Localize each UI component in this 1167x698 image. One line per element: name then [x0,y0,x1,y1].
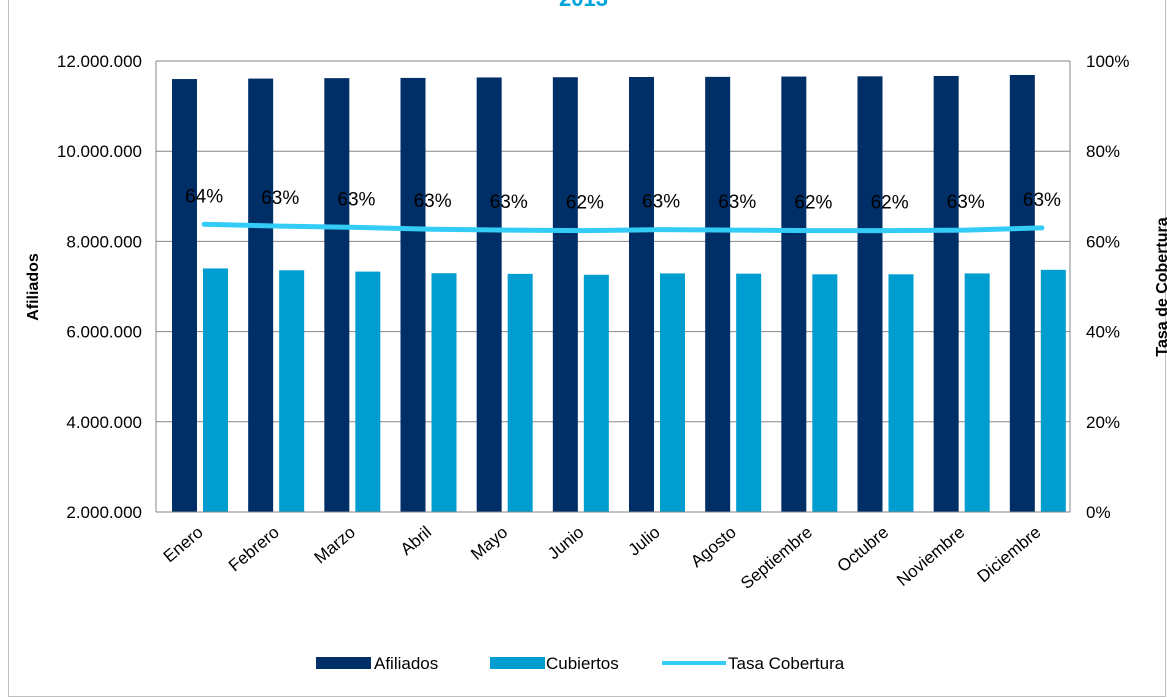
y-axis-title: Afiliados [25,253,42,321]
bar-afiliados [705,76,731,513]
legend-swatch-afiliados [316,657,371,669]
x-tick-label: Octubre [834,523,893,576]
bar-cubiertos [1040,269,1066,512]
gridlines [156,60,1070,423]
y2-axis-title: Tasa de Cobertura [1154,217,1167,356]
y2-tick-label: 40% [1086,323,1120,342]
legend-label-cubiertos: Cubiertos [546,654,619,673]
line-group [201,221,1045,234]
bar-afiliados [552,77,578,513]
legend: Afiliados Cubiertos Tasa Cobertura [316,654,845,673]
bar-cubiertos [964,273,990,512]
data-label: 63% [1023,190,1061,211]
data-label: 62% [871,193,909,214]
bar-afiliados [324,78,350,512]
bar-cubiertos [279,270,305,512]
y2-tick-label: 60% [1086,232,1120,251]
x-tick-label: Septiembre [737,523,816,593]
bar-afiliados [172,79,197,512]
bar-cubiertos [888,274,914,512]
legend-label-afiliados: Afiliados [374,654,438,673]
bar-cubiertos [203,268,228,512]
bar-cubiertos [431,273,457,512]
data-label: 63% [490,192,528,213]
x-tick-label: Agosto [687,523,740,572]
labels-group: 64% 63% 63% 63% 63% 62% 63% 63% 62% 62% 63% 63% [185,186,1061,213]
data-label: 62% [794,193,832,214]
bar-afiliados [857,76,883,513]
y-tick-label: 4.000.000 [66,413,142,432]
x-tick-label: Mayo [467,523,511,564]
x-tick-label: Junio [544,523,587,564]
data-label: 63% [947,192,985,213]
bar-afiliados [933,75,959,512]
y-tick-label: 2.000.000 [66,503,142,522]
y2-tick-label: 100% [1086,52,1129,71]
x-tick-label: Abril [397,523,435,559]
y-tick-label: 8.000.000 [66,232,142,251]
x-tick-label: Enero [160,523,207,567]
data-label: 64% [185,186,223,207]
data-label: 63% [718,192,756,213]
bar-cubiertos [660,273,685,512]
y-tick-label: 6.000.000 [66,323,142,342]
legend-label-tasa-cobertura: Tasa Cobertura [728,654,845,673]
bar-afiliados [400,77,426,512]
data-label: 62% [566,193,604,214]
bar-cubiertos [507,273,533,512]
y2-tick-label: 0% [1086,503,1111,522]
chart-title: 2013 [0,0,1167,12]
y-tick-label: 10.000.000 [57,142,142,161]
y-tick-label: 12.000.000 [57,52,142,71]
x-tick-label: Marzo [311,523,359,568]
bar-cubiertos [812,274,838,512]
data-label: 63% [261,188,299,209]
bar-cubiertos [355,271,381,512]
x-tick-label: Noviembre [893,523,968,590]
data-label: 63% [642,192,680,213]
y2-tick-label: 20% [1086,413,1120,432]
line-tasa-cobertura [201,221,1045,234]
x-tick-label: Febrero [225,523,283,576]
bar-cubiertos [736,273,762,512]
bar-afiliados [1009,74,1035,512]
bar-afiliados [781,76,807,512]
bars-group [172,74,1066,513]
x-tick-label: Diciembre [974,523,1045,587]
bar-afiliados [476,77,502,513]
bar-cubiertos [583,274,609,512]
legend-swatch-cubiertos [490,657,545,669]
bar-afiliados [629,77,654,512]
x-tick-label: Julio [625,523,664,560]
data-label: 63% [337,189,375,210]
data-label: 63% [414,191,452,212]
y2-tick-label: 80% [1086,142,1120,161]
bar-afiliados [248,78,274,513]
